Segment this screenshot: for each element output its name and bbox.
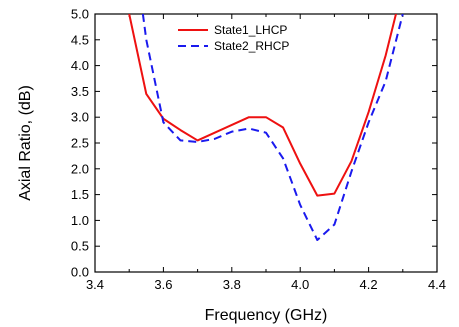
y-tick-label: 2.0 xyxy=(71,161,89,176)
x-axis-title: Frequency (GHz) xyxy=(205,307,328,324)
y-tick-label: 4.5 xyxy=(71,32,89,47)
y-tick-label: 0.0 xyxy=(71,265,89,280)
x-tick-label: 3.8 xyxy=(223,277,241,292)
y-tick-label: 5.0 xyxy=(71,7,89,22)
x-tick-label: 3.6 xyxy=(154,277,172,292)
y-tick-label: 1.5 xyxy=(71,187,89,202)
series-line-1 xyxy=(141,14,404,242)
legend-label-0: State1_LHCP xyxy=(214,23,287,37)
x-tick-label: 3.4 xyxy=(86,277,104,292)
x-tick-label: 4.0 xyxy=(291,277,309,292)
y-tick-label: 3.5 xyxy=(71,84,89,99)
legend-label-1: State2_RHCP xyxy=(214,39,289,53)
y-tick-label: 0.5 xyxy=(71,239,89,254)
series-line-0 xyxy=(128,14,397,197)
y-tick-label: 1.0 xyxy=(71,213,89,228)
y-tick-label: 4.0 xyxy=(71,58,89,73)
x-tick-label: 4.2 xyxy=(360,277,378,292)
x-tick-label: 4.4 xyxy=(428,277,446,292)
y-axis-title: Axial Ratio, (dB) xyxy=(17,85,34,201)
y-tick-label: 3.0 xyxy=(71,110,89,125)
y-tick-label: 2.5 xyxy=(71,136,89,151)
